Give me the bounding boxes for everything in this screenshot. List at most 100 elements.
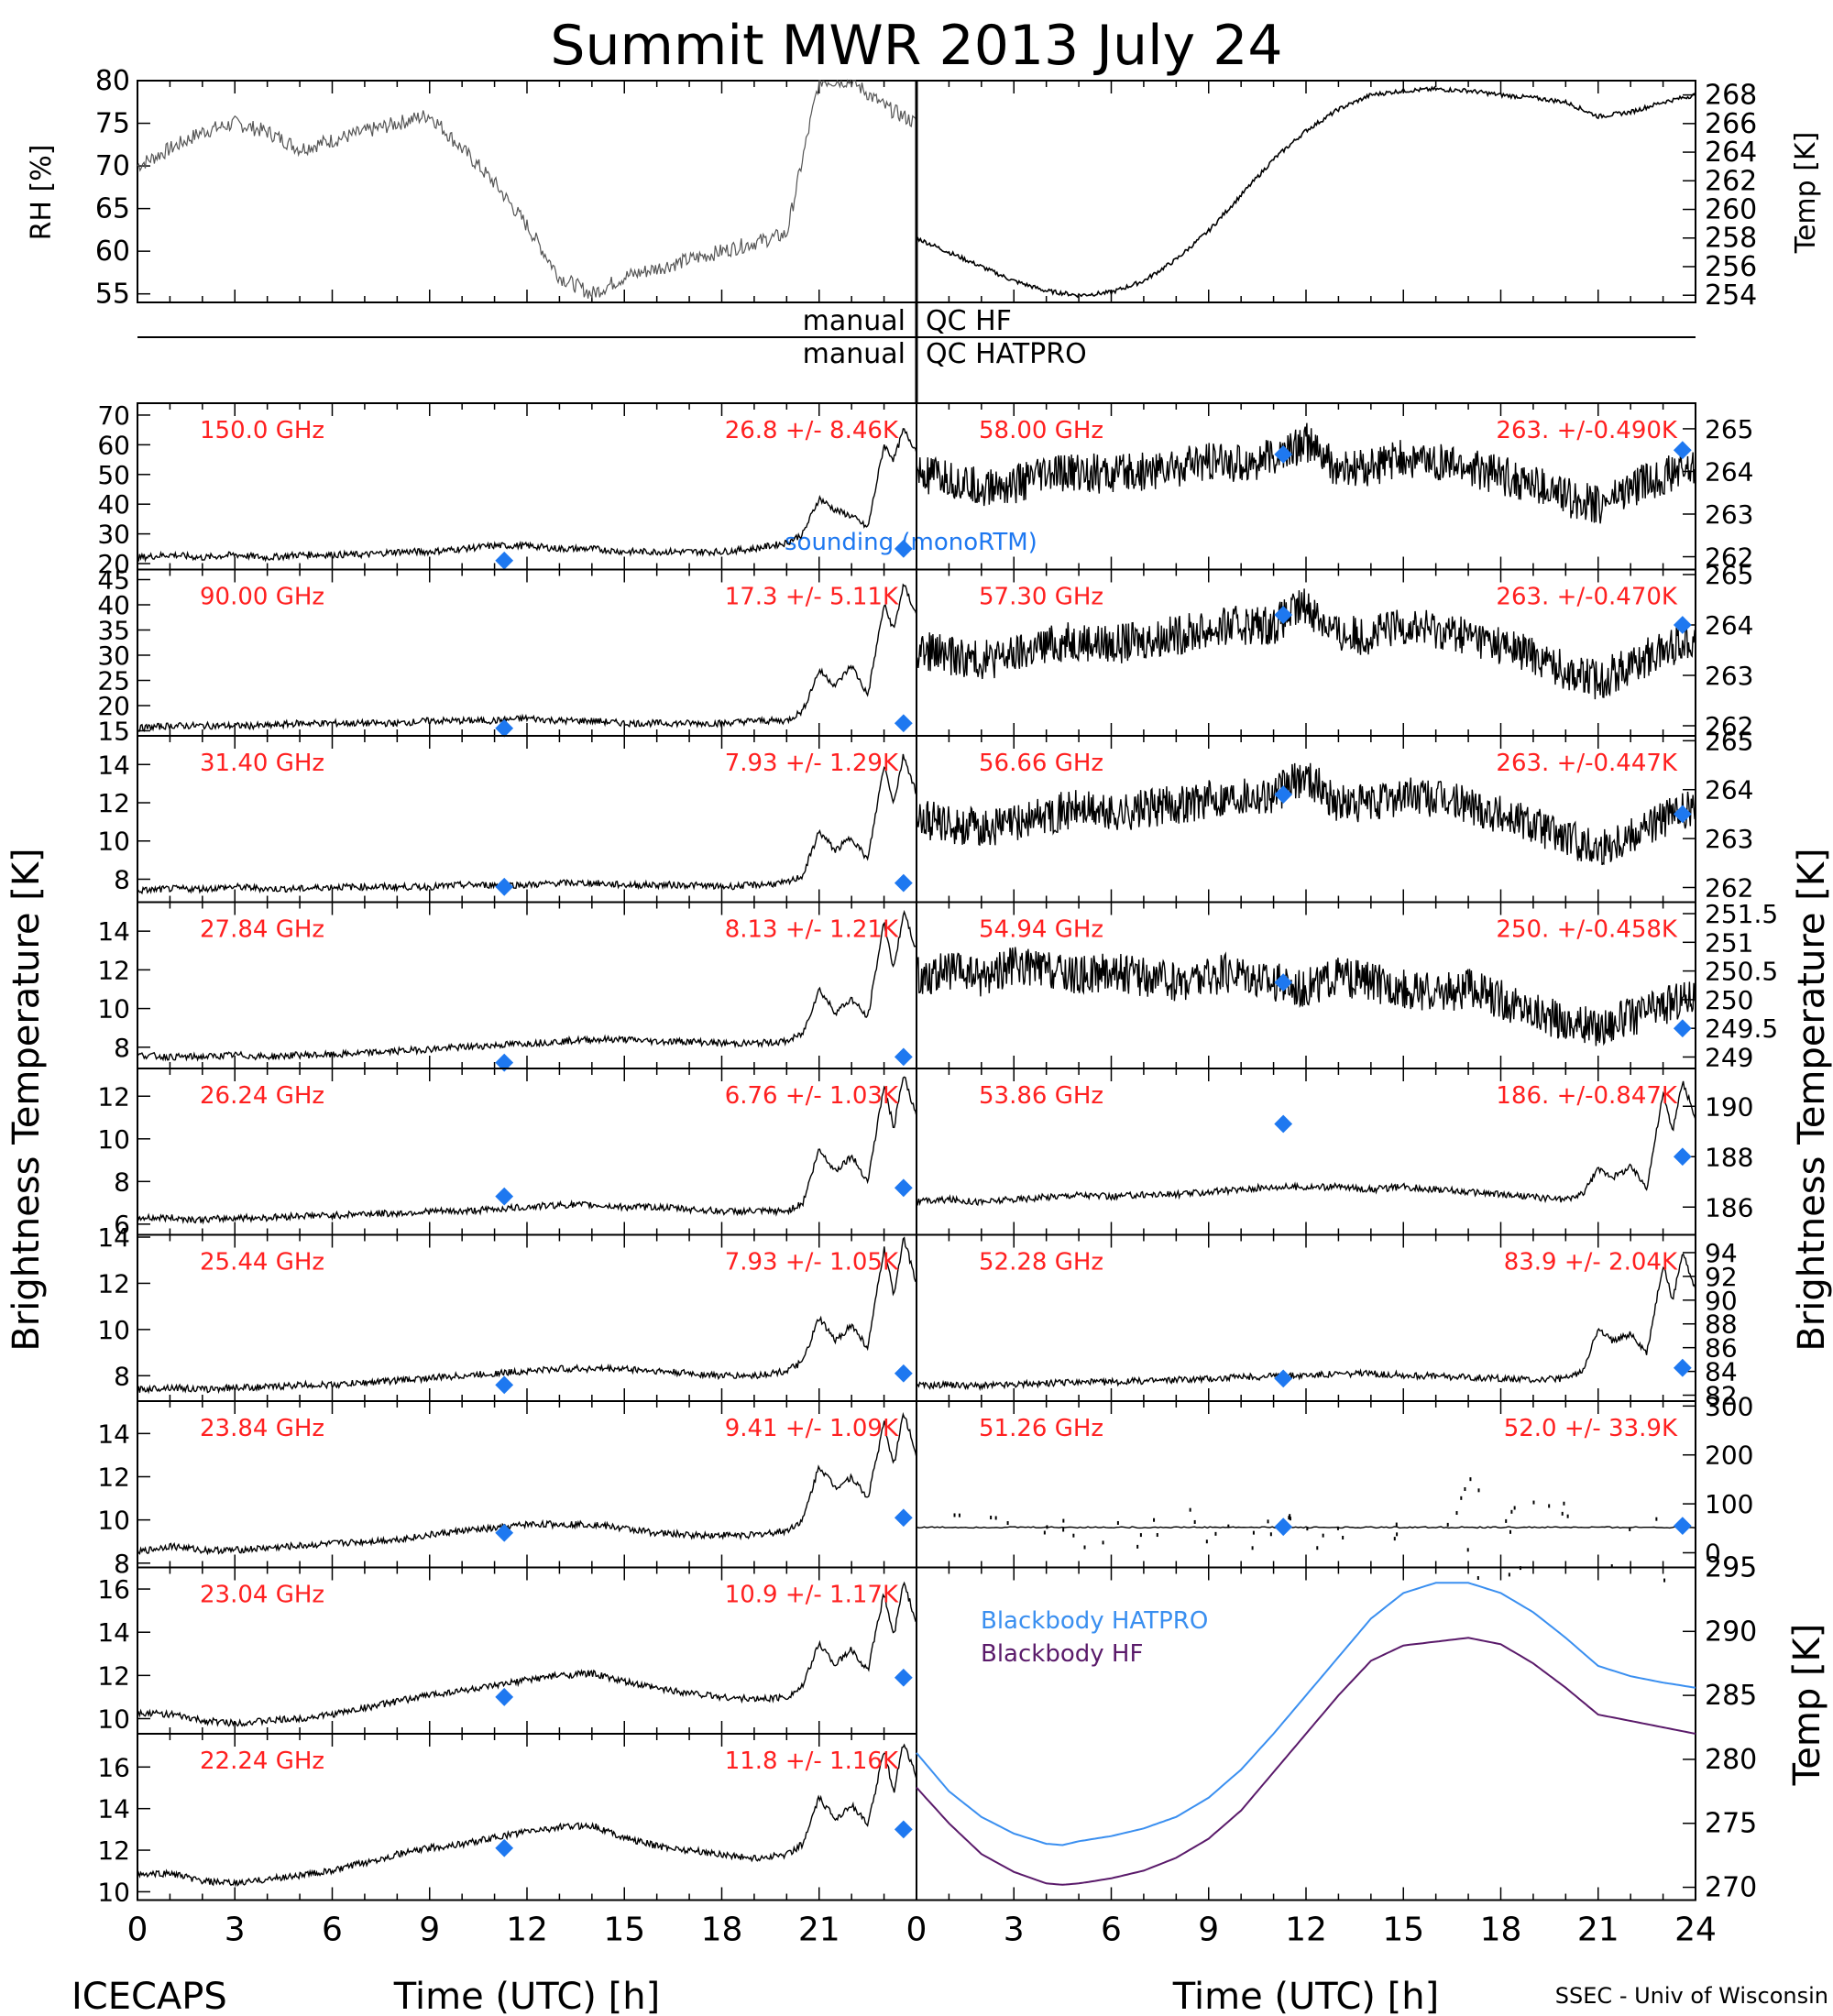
tb-panel-right-5494-ytick-label: 249 xyxy=(1705,1042,1753,1072)
tb-panel-right-5126-outlier-point xyxy=(1322,1533,1324,1538)
tb-panel-right-5730-ytick-label: 264 xyxy=(1705,610,1753,641)
tb-panel-right-5800-frequency-label: 58.00 GHz xyxy=(979,417,1103,444)
tb-panel-right-5228-frequency-label: 52.28 GHz xyxy=(979,1249,1103,1276)
left-xtick-label: 21 xyxy=(798,1912,840,1949)
tb-panel-right-5494-ytick-label: 251 xyxy=(1705,927,1753,958)
right-xtick-label: 12 xyxy=(1285,1912,1327,1949)
time-axis-title-left: Time (UTC) [h] xyxy=(393,1976,660,2016)
tb-panel-right-5228-ytick-label: 92 xyxy=(1705,1262,1738,1292)
rh-panel-ytick-label: 55 xyxy=(95,279,130,311)
tb-panel-right-5126-outlier-point xyxy=(1464,1486,1466,1491)
tb-panel-right-5730-ytick-label: 262 xyxy=(1705,711,1753,741)
tb-panel-left-2224-sounding-point-1 xyxy=(894,1820,913,1839)
temp-panel-ytick-label: 268 xyxy=(1705,80,1757,112)
tb-panel-left-9000-sounding-point-1 xyxy=(894,714,913,733)
tb-panel-right-5126-outlier-point xyxy=(1062,1528,1065,1532)
tb-panel-left-2384-sounding-point-0 xyxy=(495,1523,514,1542)
tb-panel-right-5126-outlier-point xyxy=(1289,1514,1291,1518)
left-xtick-label: 0 xyxy=(127,1912,148,1949)
tb-panel-right-5126-outlier-point xyxy=(1396,1532,1399,1537)
tb-panel-right-5228-ytick-label: 94 xyxy=(1705,1238,1738,1268)
tb-panel-left-1500-ytick-label: 40 xyxy=(97,489,130,520)
tb-panel-left-2224-stat-label: 11.8 +/- 1.16K xyxy=(725,1748,899,1775)
tb-panel-right-5126-outlier-point xyxy=(1509,1529,1511,1534)
tb-panel-right-5126-outlier-point xyxy=(1189,1507,1191,1512)
plot-panels: 5560657075802542562582602622642662682030… xyxy=(95,65,1778,1949)
blackbody-hf-legend: Blackbody HF xyxy=(981,1640,1143,1668)
footer-left-label: ICECAPS xyxy=(71,1976,227,2016)
tb-panel-right-5494-ytick-label: 250.5 xyxy=(1705,957,1778,987)
tb-panel-right-5126-outlier-point xyxy=(1532,1500,1535,1505)
tb-panel-right-5228-sounding-point-0 xyxy=(1274,1369,1293,1388)
tb-panel-right-5126-outlier-point xyxy=(1505,1518,1508,1523)
tb-panel-left-9000-ytick-label: 15 xyxy=(97,717,130,747)
tb-panel-right-5126-outlier-point xyxy=(1227,1524,1230,1528)
tb-panel-right-5126-outlier-point xyxy=(953,1513,956,1517)
tb-panel-left-2224-sounding-point-0 xyxy=(495,1838,514,1857)
tb-panel-right-5126-outlier-point xyxy=(1466,1548,1469,1552)
tb-panel-right-5126-outlier-point xyxy=(1395,1522,1398,1527)
right-xtick-label: 21 xyxy=(1577,1912,1619,1949)
tb-panel-left-2544-sounding-point-1 xyxy=(894,1364,913,1383)
left-xtick-label: 15 xyxy=(603,1912,645,1949)
tb-panel-left-9000-ytick-label: 35 xyxy=(97,616,130,646)
tb-panel-right-5730-sounding-point-1 xyxy=(1673,616,1692,634)
tb-panel-left-2624-stat-label: 6.76 +/- 1.03K xyxy=(725,1082,899,1110)
tb-panel-left-2544-ytick-label: 14 xyxy=(97,1222,130,1253)
tb-panel-right-5494-ytick-label: 251.5 xyxy=(1705,899,1778,929)
tb-panel-right-5386-series-line xyxy=(916,1080,1696,1207)
tb-panel-left-2544-ytick-label: 10 xyxy=(97,1315,130,1345)
tb-panel-right-5126-outlier-point xyxy=(1214,1531,1217,1536)
tb-panel-left-9000-frequency-label: 90.00 GHz xyxy=(200,584,324,611)
time-axis-title-right: Time (UTC) [h] xyxy=(1172,1976,1439,2016)
qc-hatpro-left-label: manual xyxy=(803,338,906,370)
tb-panel-left-2224-ytick-label: 14 xyxy=(97,1794,130,1824)
tb-panel-left-2544-ytick-label: 12 xyxy=(97,1268,130,1298)
tb-panel-right-5126-outlier-point xyxy=(1289,1517,1291,1521)
tb-panel-right-5126-ytick-label: 300 xyxy=(1705,1391,1753,1421)
left-xtick-label: 18 xyxy=(701,1912,743,1949)
tb-panel-left-2624-sounding-point-1 xyxy=(894,1178,913,1198)
tb-panel-right-5126-sounding-point-0 xyxy=(1274,1517,1293,1537)
tb-panel-left-2224-ytick-label: 12 xyxy=(97,1835,130,1866)
tb-panel-right-5126-ytick-label: 200 xyxy=(1705,1441,1753,1471)
tb-panel-left-2224-frequency-label: 22.24 GHz xyxy=(200,1748,324,1775)
tb-panel-left-9000-series-line xyxy=(137,583,917,732)
temp-axis-title: Temp [K] xyxy=(1790,132,1822,255)
tb-panel-right-5494-frequency-label: 54.94 GHz xyxy=(979,916,1103,944)
tb-panel-right-5228-sounding-point-1 xyxy=(1673,1358,1692,1377)
temp-panel-ytick-label: 256 xyxy=(1705,251,1757,283)
temp-panel-ytick-label: 260 xyxy=(1705,194,1757,226)
tb-panel-right-5126-outlier-point xyxy=(1062,1518,1065,1523)
tb-panel-right-5126-outlier-point xyxy=(1136,1544,1139,1549)
brightness-axis-title-right: Brightness Temperature [K] xyxy=(1791,848,1833,1351)
tb-panel-right-5666-ytick-label: 265 xyxy=(1705,726,1753,756)
qc-hf-right-label: QC HF xyxy=(926,305,1012,337)
tb-panel-left-9000-ytick-label: 30 xyxy=(97,641,130,671)
tb-panel-left-2784-frequency-label: 27.84 GHz xyxy=(200,916,324,944)
tb-panel-left-2624-ytick-label: 10 xyxy=(97,1124,130,1155)
tb-panel-left-2784-sounding-point-0 xyxy=(495,1053,514,1072)
tb-panel-right-5126-outlier-point xyxy=(1006,1521,1009,1526)
right-xtick-label: 9 xyxy=(1198,1912,1219,1949)
tb-panel-left-1500-ytick-label: 60 xyxy=(97,430,130,460)
tb-panel-left-2784-ytick-label: 8 xyxy=(114,1033,130,1063)
right-xtick-label: 24 xyxy=(1674,1912,1717,1949)
tb-panel-right-5666-sounding-point-1 xyxy=(1673,805,1692,824)
tb-panel-right-5126-sounding-point-1 xyxy=(1673,1517,1692,1536)
tb-panel-right-5228-ytick-label: 82 xyxy=(1705,1381,1738,1411)
tb-panel-right-5126-outlier-point xyxy=(1139,1533,1142,1538)
tb-panel-left-2544-frequency-label: 25.44 GHz xyxy=(200,1249,324,1276)
tb-panel-left-2784-series-line xyxy=(137,909,917,1062)
temp-panel-ytick-label: 264 xyxy=(1705,137,1757,169)
tb-panel-right-5730-sounding-point-0 xyxy=(1274,606,1293,624)
tb-panel-right-5126-outlier-point xyxy=(1446,1522,1449,1527)
tb-panel-left-2304-stat-label: 10.9 +/- 1.17K xyxy=(725,1582,899,1609)
tb-panel-left-2304-series-line xyxy=(137,1581,917,1727)
tb-panel-left-3140-ytick-label: 12 xyxy=(97,788,130,818)
tb-panel-left-2304-ytick-label: 10 xyxy=(97,1704,130,1735)
tb-panel-left-2384-ytick-label: 14 xyxy=(97,1419,130,1449)
tb-panel-right-5126-ytick-label: 100 xyxy=(1705,1489,1753,1519)
tb-panel-right-5666-frequency-label: 56.66 GHz xyxy=(979,750,1103,777)
blackbody-series-line-hf xyxy=(916,1637,1696,1886)
